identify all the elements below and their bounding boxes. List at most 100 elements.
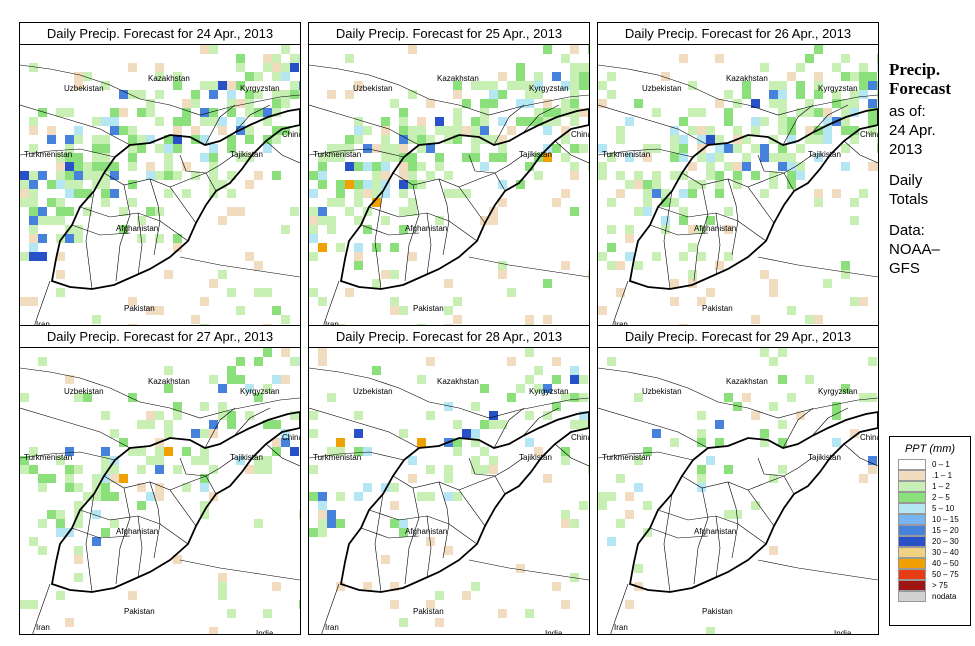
- precip-cell: [724, 162, 733, 171]
- map-label-iran: Iran: [36, 623, 50, 632]
- precip-cell: [471, 465, 480, 474]
- country-border: [179, 256, 300, 278]
- precip-cell: [543, 108, 552, 117]
- precip-cell: [281, 438, 290, 447]
- precip-cell: [327, 519, 336, 528]
- precip-cell: [688, 243, 697, 252]
- precip-cell: [868, 393, 877, 402]
- precip-cell: [751, 411, 760, 420]
- precip-cell: [877, 162, 878, 171]
- precip-cell: [74, 135, 83, 144]
- precip-cell: [552, 144, 561, 153]
- precip-cell: [29, 198, 38, 207]
- precip-cell: [814, 72, 823, 81]
- precip-cell: [74, 171, 83, 180]
- precip-cell: [598, 144, 607, 153]
- precip-cell: [227, 135, 236, 144]
- precip-cell: [769, 153, 778, 162]
- precip-cell: [65, 153, 74, 162]
- precip-cell: [29, 234, 38, 243]
- precip-cell: [155, 492, 164, 501]
- precip-cell: [29, 117, 38, 126]
- map-label-turkmenistan: Turkmenistan: [602, 150, 650, 159]
- precip-cell: [272, 72, 281, 81]
- legend-swatch: [898, 503, 926, 514]
- map-label-pakistan: Pakistan: [702, 304, 733, 313]
- precip-cell: [299, 81, 300, 90]
- precip-cell: [480, 81, 489, 90]
- province-border: [85, 493, 95, 593]
- precip-cell: [579, 81, 588, 90]
- precip-cell: [92, 117, 101, 126]
- precip-cell: [146, 135, 155, 144]
- afghanistan-border: [50, 108, 300, 290]
- precip-cell: [670, 198, 679, 207]
- precip-cell: [841, 144, 850, 153]
- precip-cell: [38, 234, 47, 243]
- precip-cell: [101, 171, 110, 180]
- precip-cell: [634, 180, 643, 189]
- precip-cell: [489, 207, 498, 216]
- precip-cell: [236, 357, 245, 366]
- precip-cell: [426, 99, 435, 108]
- precip-cell: [363, 126, 372, 135]
- precip-map: Kazakhstan Uzbekistan Kyrgyzstan China Turkm…: [598, 45, 878, 331]
- precip-cell: [318, 492, 327, 501]
- precip-cell: [345, 135, 354, 144]
- precip-cell: [643, 144, 652, 153]
- precip-cell: [417, 135, 426, 144]
- country-border: [843, 140, 878, 164]
- precip-cell: [850, 216, 859, 225]
- precip-cell: [408, 171, 417, 180]
- precip-cell: [769, 81, 778, 90]
- precip-cell: [137, 420, 146, 429]
- precip-cell: [29, 63, 38, 72]
- precip-cell: [444, 279, 453, 288]
- precip-cell: [489, 216, 498, 225]
- precip-cell: [155, 63, 164, 72]
- precip-cell: [570, 90, 579, 99]
- precip-cell: [679, 144, 688, 153]
- precip-cell: [218, 402, 227, 411]
- precip-cell: [814, 198, 823, 207]
- precip-cell: [110, 474, 119, 483]
- precip-cell: [173, 72, 182, 81]
- precip-cell: [227, 411, 236, 420]
- precip-cell: [787, 180, 796, 189]
- map-label-kazakhstan: Kazakhstan: [437, 74, 479, 83]
- precip-cell: [715, 153, 724, 162]
- precip-cell: [570, 519, 579, 528]
- precip-cell: [543, 45, 552, 54]
- precip-cell: [372, 198, 381, 207]
- country-border: [309, 104, 420, 146]
- province-border: [374, 190, 384, 290]
- map-label-afghanistan: Afghanistan: [405, 224, 447, 233]
- precip-cell: [616, 288, 625, 297]
- precip-cell: [408, 135, 417, 144]
- province-border: [649, 527, 709, 539]
- precip-cell: [137, 90, 146, 99]
- precip-cell: [453, 117, 462, 126]
- precip-cell: [471, 144, 480, 153]
- map-label-china: China: [571, 130, 589, 139]
- precip-cell: [796, 108, 805, 117]
- precip-cell: [751, 144, 760, 153]
- precip-cell: [164, 429, 173, 438]
- precip-cell: [110, 171, 119, 180]
- precip-cell: [245, 465, 254, 474]
- precip-cells: [20, 45, 300, 331]
- precip-cell: [498, 135, 507, 144]
- map-label-tajikistan: Tajikistan: [519, 150, 552, 159]
- precip-cell: [128, 180, 137, 189]
- precip-cell: [534, 384, 543, 393]
- side-title-line1: Precip.: [889, 60, 941, 79]
- precip-cell: [146, 492, 155, 501]
- precip-cell: [399, 135, 408, 144]
- precip-cell: [814, 315, 823, 324]
- precip-map: Kazakhstan Uzbekistan Kyrgyzstan China Turkm…: [309, 348, 589, 634]
- province-border: [374, 493, 384, 593]
- precip-cell: [715, 438, 724, 447]
- precip-cell: [56, 270, 65, 279]
- map-label-tajikistan: Tajikistan: [808, 453, 841, 462]
- precip-cell: [254, 519, 263, 528]
